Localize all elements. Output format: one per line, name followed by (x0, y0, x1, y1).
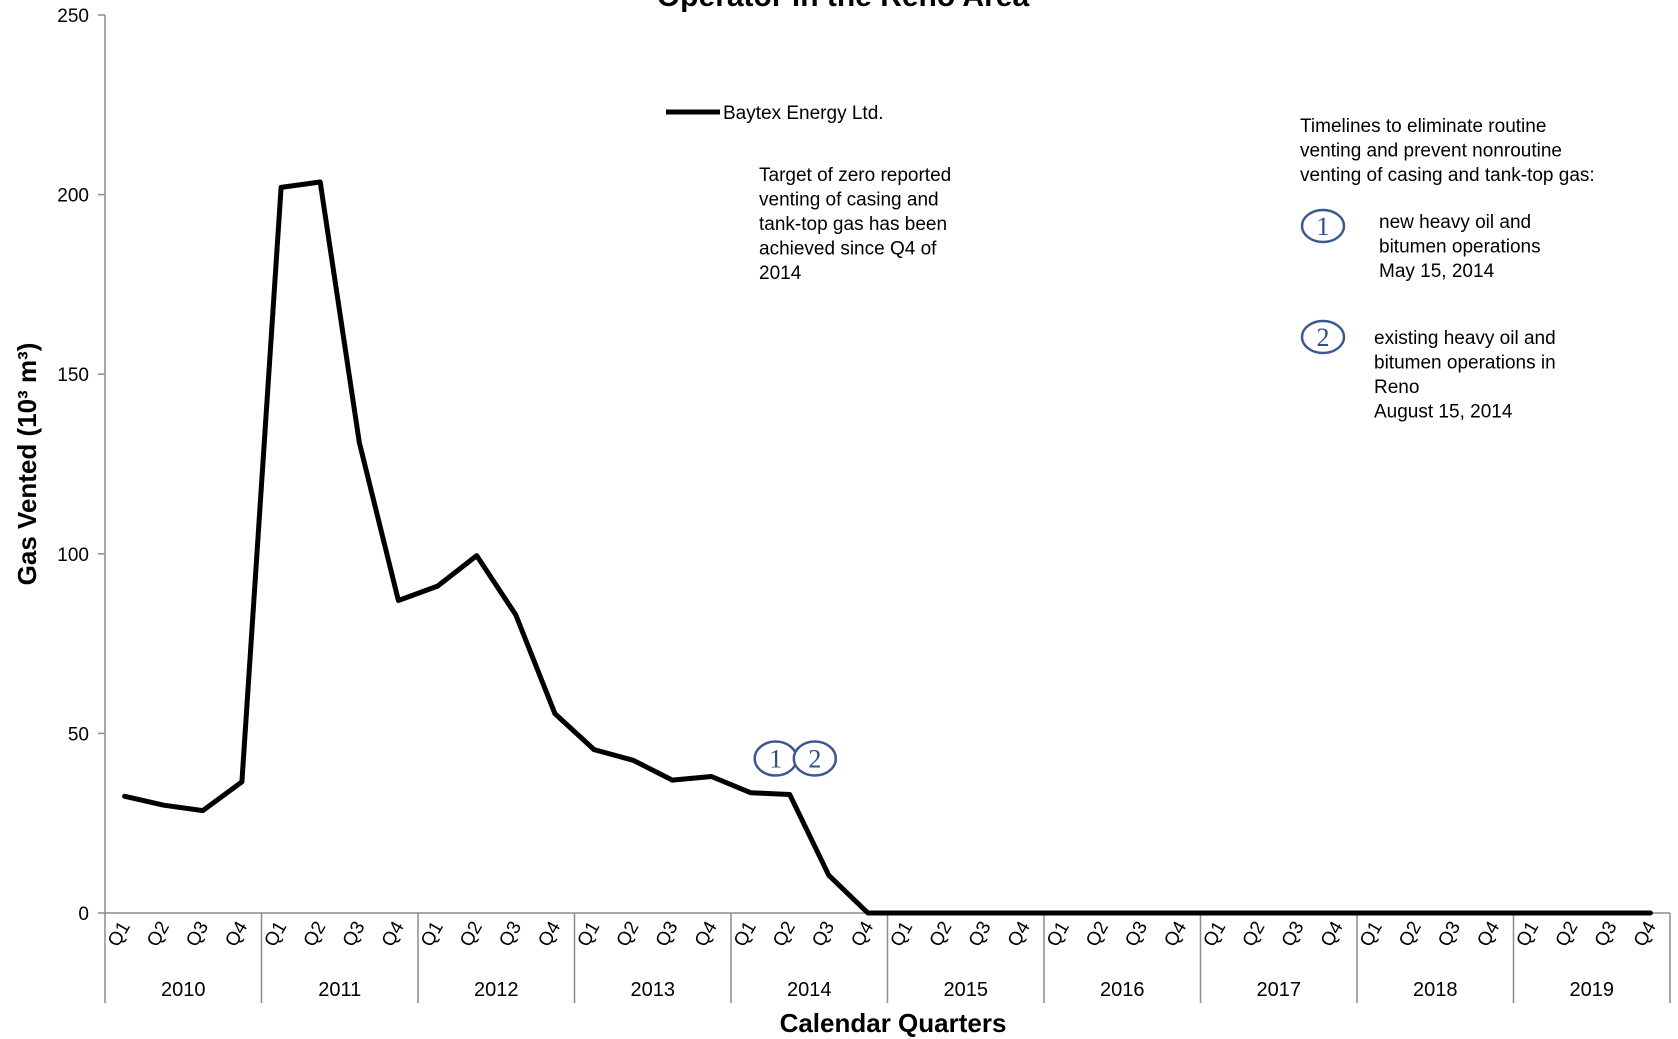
quarter-tick-label: Q4 (534, 918, 565, 951)
quarter-tick-label: Q3 (1278, 918, 1309, 950)
quarter-tick-label: Q2 (1082, 918, 1113, 950)
marker-1-icon (1300, 208, 1346, 244)
event-marker-label: 1 (769, 745, 782, 774)
annotation-line: venting of casing and tank-top gas: (1300, 165, 1595, 186)
quarter-tick-label: Q3 (339, 918, 370, 950)
quarter-tick-label: Q1 (1356, 918, 1387, 950)
quarter-tick-label: Q4 (1004, 918, 1035, 951)
y-tick-label: 100 (57, 545, 89, 566)
year-label: 2013 (631, 979, 676, 1001)
quarter-tick-label: Q3 (652, 918, 683, 950)
y-tick-label: 200 (57, 186, 89, 207)
quarter-tick-label: Q2 (456, 918, 487, 950)
marker-2-label: 2 (1317, 323, 1330, 352)
quarter-tick-label: Q1 (730, 918, 761, 950)
annotation-line: Target of zero reported (759, 165, 951, 186)
quarter-tick-label: Q1 (1513, 918, 1544, 950)
quarter-tick-label: Q4 (221, 918, 252, 951)
timeline-item-2: 2 existing heavy oil and bitumen operatio… (1300, 319, 1556, 423)
quarter-tick-label: Q4 (1317, 918, 1348, 951)
quarter-tick-label: Q3 (1121, 918, 1152, 950)
annotation-line: bitumen operations (1379, 237, 1541, 258)
quarter-tick-label: Q2 (300, 918, 331, 950)
annotation-line: existing heavy oil and (1374, 328, 1556, 349)
quarter-tick-label: Q2 (613, 918, 644, 950)
quarter-tick-label: Q3 (1434, 918, 1465, 950)
timeline-annotation: Timelines to eliminate routine venting an… (1300, 116, 1595, 186)
quarter-tick-label: Q1 (1200, 918, 1231, 950)
quarter-tick-label: Q3 (808, 918, 839, 950)
quarter-tick-label: Q3 (1591, 918, 1622, 950)
event-marker-icon (792, 740, 838, 777)
quarter-tick-label: Q3 (965, 918, 996, 950)
quarter-tick-label: Q2 (769, 918, 800, 950)
quarter-tick-label: Q4 (847, 918, 878, 951)
target-annotation: Target of zero reported venting of casing… (759, 165, 951, 284)
annotation-line: August 15, 2014 (1374, 402, 1513, 423)
year-label: 2017 (1257, 979, 1302, 1001)
quarter-tick-label: Q4 (1630, 918, 1661, 951)
quarter-tick-label: Q3 (182, 918, 213, 950)
quarter-tick-label: Q2 (926, 918, 957, 950)
quarter-tick-label: Q4 (1473, 918, 1504, 951)
year-label: 2014 (787, 979, 832, 1001)
year-label: 2018 (1413, 979, 1458, 1001)
quarter-tick-label: Q1 (1043, 918, 1074, 950)
quarter-tick-label: Q1 (261, 918, 292, 950)
annotation-line: tank-top gas has been (759, 214, 947, 235)
quarter-tick-label: Q4 (378, 918, 409, 951)
quarter-tick-label: Q3 (495, 918, 526, 950)
y-tick-label: 0 (78, 904, 89, 925)
quarter-tick-label: Q4 (1160, 918, 1191, 951)
quarter-tick-label: Q2 (1239, 918, 1270, 950)
y-axis-title: Gas Vented (10³ m³) (12, 343, 42, 586)
timeline-item-1: 1 new heavy oil and bitumen operations May… (1300, 208, 1541, 282)
quarter-tick-label: Q2 (1395, 918, 1426, 950)
event-marker-label: 2 (808, 745, 821, 774)
timeline-item-1-text: new heavy oil and bitumen operations May 1… (1379, 212, 1541, 282)
y-tick-label: 150 (57, 365, 89, 386)
annotation-line: 2014 (759, 263, 802, 284)
chart-title: Operator in the Reno Area (657, 0, 1030, 13)
year-label: 2015 (944, 979, 989, 1001)
year-label: 2016 (1100, 979, 1145, 1001)
quarter-tick-label: Q2 (143, 918, 174, 950)
marker-2-icon (1300, 319, 1346, 355)
quarter-tick-label: Q4 (691, 918, 722, 951)
quarter-tick-label: Q1 (417, 918, 448, 950)
year-label: 2012 (474, 979, 519, 1001)
year-label: 2011 (318, 979, 361, 1001)
legend: Baytex Energy Ltd. (666, 103, 884, 124)
marker-1-label: 1 (1317, 212, 1330, 241)
annotation-line: Timelines to eliminate routine (1300, 116, 1546, 137)
y-tick-label: 250 (57, 6, 89, 27)
annotation-line: bitumen operations in (1374, 353, 1556, 374)
x-axis-title: Calendar Quarters (780, 1008, 1007, 1038)
year-label: 2010 (161, 979, 206, 1001)
y-tick-label: 50 (68, 724, 89, 745)
quarter-tick-label: Q2 (1552, 918, 1583, 950)
annotation-line: achieved since Q4 of (759, 239, 937, 260)
y-axis-ticks: 0 50 100 150 200 250 (57, 6, 105, 925)
timeline-item-2-text: existing heavy oil and bitumen operations… (1374, 328, 1556, 423)
quarter-tick-label: Q1 (574, 918, 605, 950)
annotation-line: new heavy oil and (1379, 212, 1531, 233)
year-label: 2019 (1570, 979, 1615, 1001)
series-line-baytex (122, 179, 1653, 916)
quarter-tick-label: Q1 (887, 918, 918, 950)
quarter-tick-label: Q1 (104, 918, 135, 950)
legend-label: Baytex Energy Ltd. (723, 103, 884, 124)
annotation-line: Reno (1374, 377, 1419, 398)
annotation-line: May 15, 2014 (1379, 261, 1495, 282)
annotation-line: venting of casing and (759, 190, 939, 211)
annotation-line: venting and prevent nonroutine (1300, 141, 1562, 162)
